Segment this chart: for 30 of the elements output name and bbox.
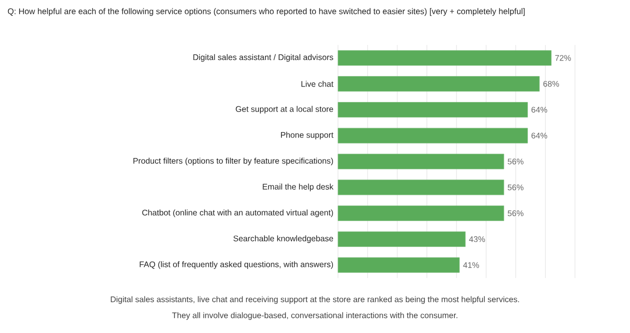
data-label: 72% [555, 55, 571, 61]
bar [338, 154, 504, 170]
bar [338, 257, 460, 273]
bar [338, 102, 528, 118]
text: They all involve dialogue-based, conversational interactions with the consumer. [172, 312, 458, 320]
y-tick-label: Product filters (options to filter by feature specifications) [133, 158, 333, 166]
bar [338, 180, 504, 196]
text: Digital sales assistants, live chat and receiving support at the store are ranked as being the most helpful services. [110, 296, 519, 304]
bar [338, 128, 528, 144]
data-label: 41% [463, 262, 480, 268]
bar [338, 206, 504, 221]
data-label: 56% [508, 184, 524, 190]
y-tick-label: Email the help desk [262, 184, 334, 192]
bar [338, 76, 540, 92]
y-tick-label: Live chat [301, 80, 334, 87]
text: Q: How helpful are each of the following service options (consumers who reported to have switched to easier sites) [very + completely helpful] [8, 8, 525, 16]
bar [338, 50, 552, 66]
data-label: 64% [532, 132, 548, 139]
data-label: 56% [508, 210, 524, 216]
y-tick-label: Digital sales assistant / Digital advisors [193, 54, 334, 62]
y-tick-label: Chatbot (online chat with an automated virtual agent) [142, 209, 333, 218]
data-label: 56% [508, 158, 524, 164]
bar [338, 231, 466, 247]
data-label: 68% [543, 80, 560, 87]
y-tick-label: Phone support [281, 132, 334, 140]
y-tick-label: FAQ (list of frequently asked questions, with answers) [140, 261, 333, 269]
y-tick-label: Searchable knowledgebase [233, 235, 334, 243]
data-label: 64% [532, 106, 548, 113]
data-label: 43% [469, 236, 485, 242]
y-tick-label: Get support at a local store [236, 106, 334, 114]
